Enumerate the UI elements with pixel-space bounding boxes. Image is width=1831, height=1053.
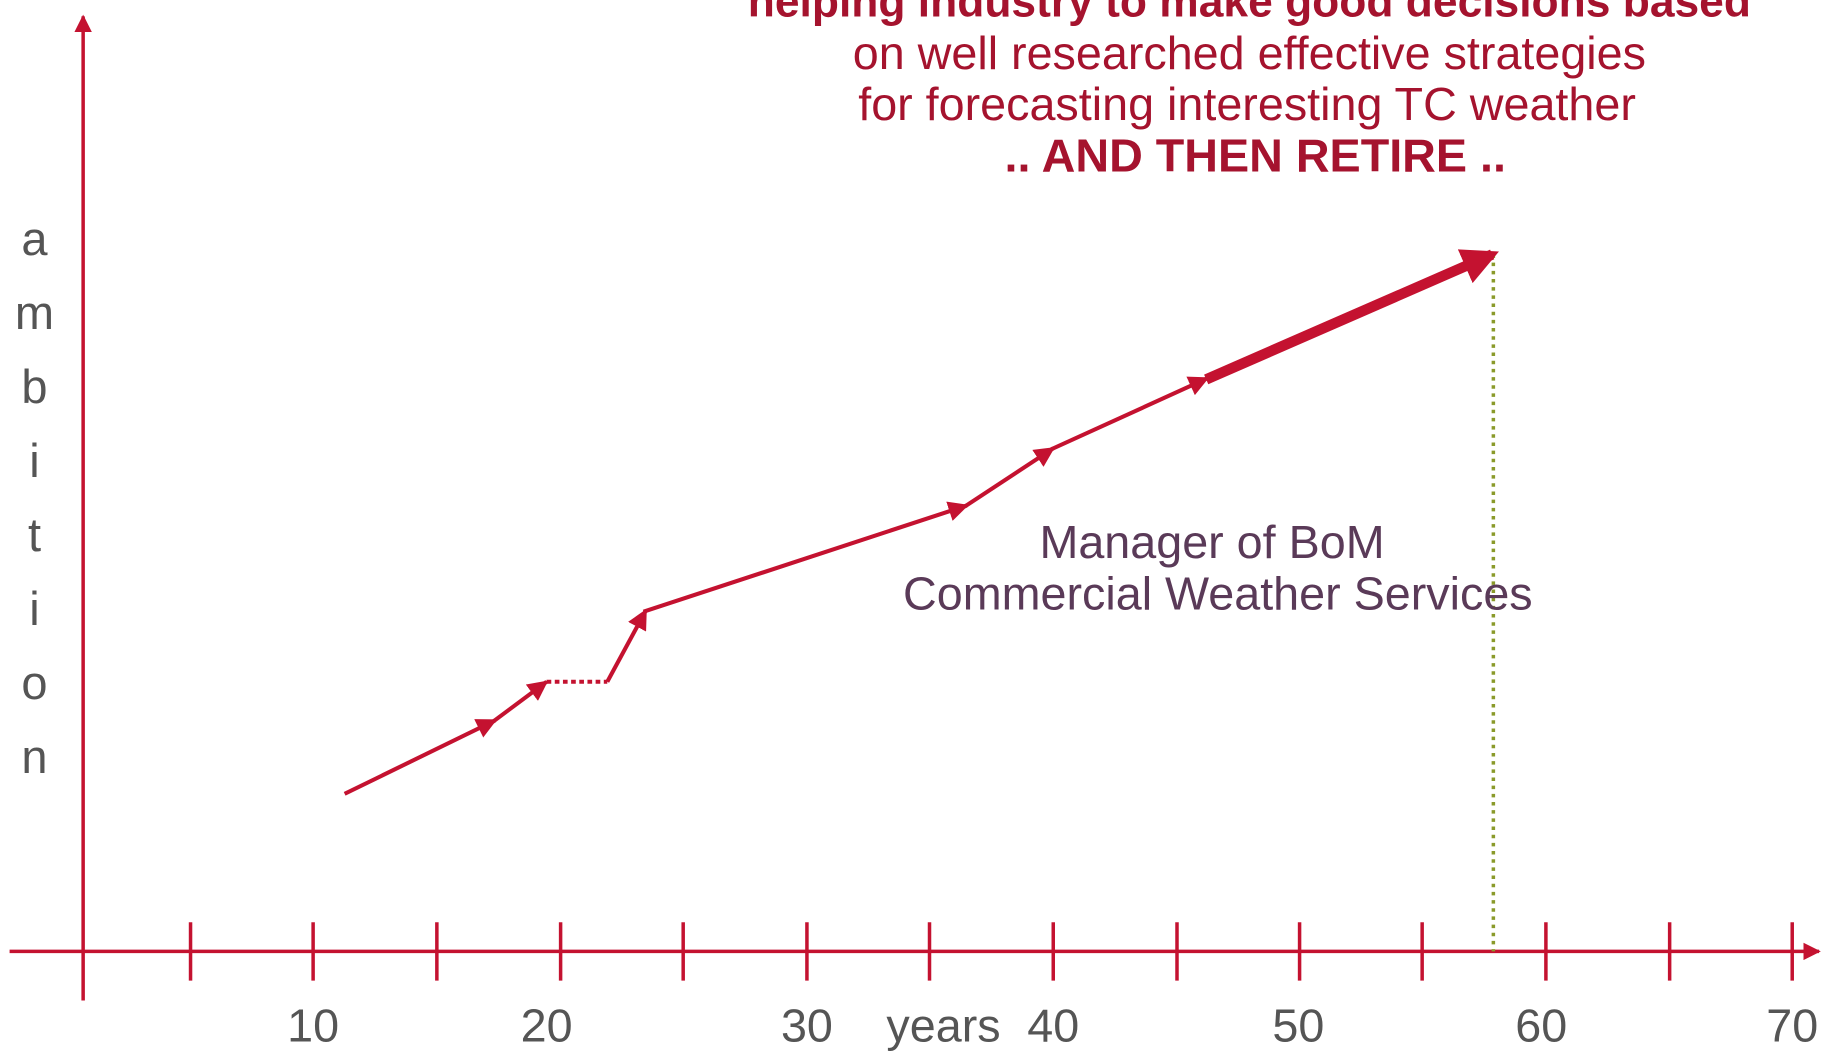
- x-tick-labels: 10 20 30 years 40 50 60 70: [287, 999, 1818, 1051]
- x-ticks: [188, 922, 1794, 981]
- x-axis-label: years: [886, 999, 1000, 1051]
- title-line: on well researched effective strategies: [853, 27, 1646, 79]
- title-line: .. AND THEN RETIRE ..: [1004, 130, 1505, 182]
- x-tick-label: 40: [1027, 999, 1079, 1051]
- title-line: for forecasting interesting TC weather: [858, 78, 1636, 130]
- x-tick-label: 10: [287, 999, 339, 1051]
- x-tick-label: 60: [1515, 999, 1567, 1051]
- axes: [9, 14, 1821, 1001]
- annotation: Manager of BoM: [1039, 516, 1384, 568]
- x-tick-label: 50: [1272, 999, 1324, 1051]
- ambition-path: [343, 249, 1499, 796]
- x-tick-label: 70: [1766, 999, 1818, 1051]
- y-axis-label: ambition: [8, 212, 61, 804]
- x-tick-label: 30: [781, 999, 833, 1051]
- x-tick-label: 20: [521, 999, 573, 1051]
- annotation: Commercial Weather Services: [903, 567, 1533, 619]
- title-line: helping industry to make good decisions …: [748, 0, 1751, 26]
